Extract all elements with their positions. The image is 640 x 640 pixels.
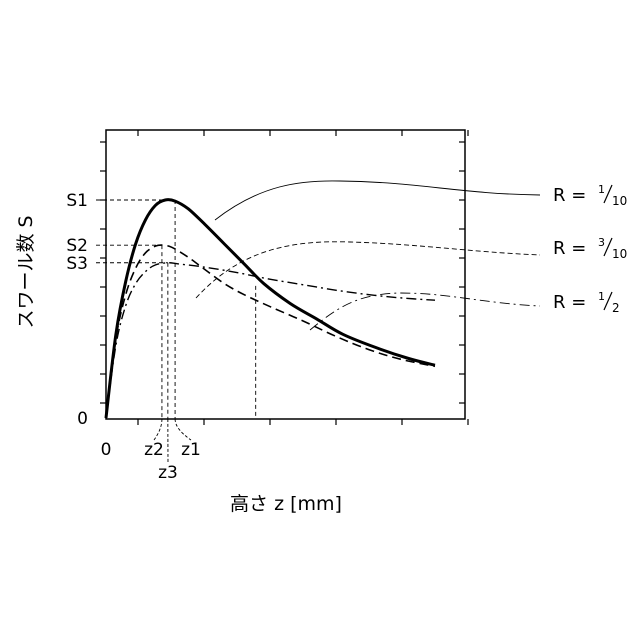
legend-leaders	[196, 181, 540, 330]
legend-denominator: 10	[612, 194, 627, 208]
legend-fraction-slash	[604, 292, 612, 310]
legend-fraction-slash	[604, 185, 612, 203]
x-axis-label: 高さ z [mm]	[230, 493, 342, 515]
x-tick-label: z2	[144, 440, 164, 460]
y-tick-label: S1	[66, 191, 88, 211]
leader-3	[310, 293, 540, 330]
series-line-2	[106, 245, 435, 418]
legend-numerator: 1	[598, 183, 605, 196]
legend-entry-2: R = 3 10	[553, 236, 627, 261]
legend-denominator: 2	[612, 301, 620, 315]
curves	[106, 200, 435, 418]
y-axis-label: スワール数 S	[15, 215, 37, 328]
series-line-3	[106, 263, 435, 418]
frame-ticks	[100, 130, 468, 425]
legend-numerator: 3	[598, 236, 605, 249]
legend-label: R =	[553, 185, 586, 206]
legend-label: R =	[553, 292, 586, 313]
legend-entry-3: R = 12	[553, 290, 620, 315]
y-tick-labels: 0 S3S2 S1	[66, 191, 88, 429]
legend-label: R =	[553, 238, 586, 259]
y-tick-label: 0	[77, 409, 88, 429]
plot-frame	[106, 130, 465, 419]
legend-entry-1: R = 1 10	[553, 183, 627, 208]
legend-fraction-slash	[604, 238, 612, 256]
x-tick-labels: 0 z2 z3z1	[101, 419, 201, 483]
x-tick-label: 0	[101, 440, 112, 460]
x-tick-leader	[154, 419, 162, 440]
series-line-1	[106, 200, 435, 418]
leader-2	[196, 242, 540, 298]
x-tick-label: z3	[158, 463, 178, 483]
y-tick-label: S3	[66, 254, 88, 274]
legend-denominator: 10	[612, 247, 627, 261]
y-tick-label: S2	[66, 236, 88, 256]
x-tick-label: z1	[181, 440, 201, 460]
leader-1	[215, 181, 540, 220]
legend: R = 110R = 310R = 12	[553, 183, 627, 315]
legend-numerator: 1	[598, 290, 605, 303]
x-tick-leader	[175, 419, 191, 440]
